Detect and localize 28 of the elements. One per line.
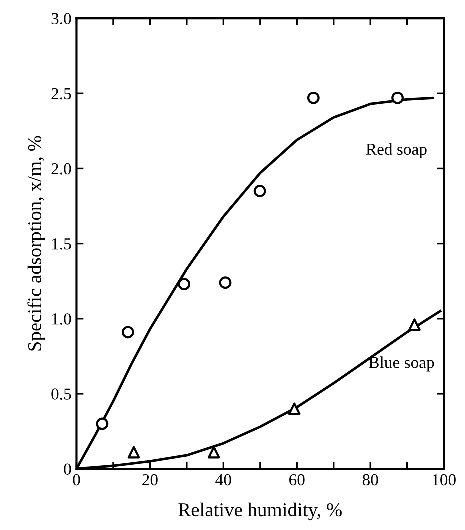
point	[219, 276, 232, 290]
y-tick-label: 0.5	[52, 388, 72, 400]
point	[408, 318, 421, 332]
point	[392, 92, 404, 104]
x-tick-label: 80	[362, 474, 378, 486]
x-tick-label: 100	[433, 474, 456, 486]
point	[96, 418, 109, 430]
point	[288, 402, 301, 416]
y-tick-label: 1.0	[52, 314, 72, 325]
point	[178, 278, 191, 291]
y-tick-label: 0	[64, 464, 72, 475]
y-tick-label: 2.0	[52, 163, 72, 175]
point	[128, 446, 140, 459]
y-tick-label: 2.5	[52, 88, 72, 100]
point	[122, 326, 134, 339]
point	[307, 92, 320, 104]
series-label: Blue soap	[369, 356, 434, 372]
text: Red soap	[366, 143, 427, 158]
x-tick-label: 60	[290, 474, 305, 486]
point	[254, 185, 266, 198]
point	[208, 446, 220, 459]
x-axis-title: Relative humidity, %	[178, 502, 342, 521]
x-tick-label: 20	[142, 474, 158, 486]
x-tick-label: 40	[216, 474, 232, 486]
x-tick-label: 0	[73, 474, 80, 486]
y-tick-label: 3.0	[52, 13, 72, 25]
y-tick-label: 1.5	[52, 238, 72, 250]
y-axis-title: Specific adsorption, x/m, %	[28, 136, 46, 351]
